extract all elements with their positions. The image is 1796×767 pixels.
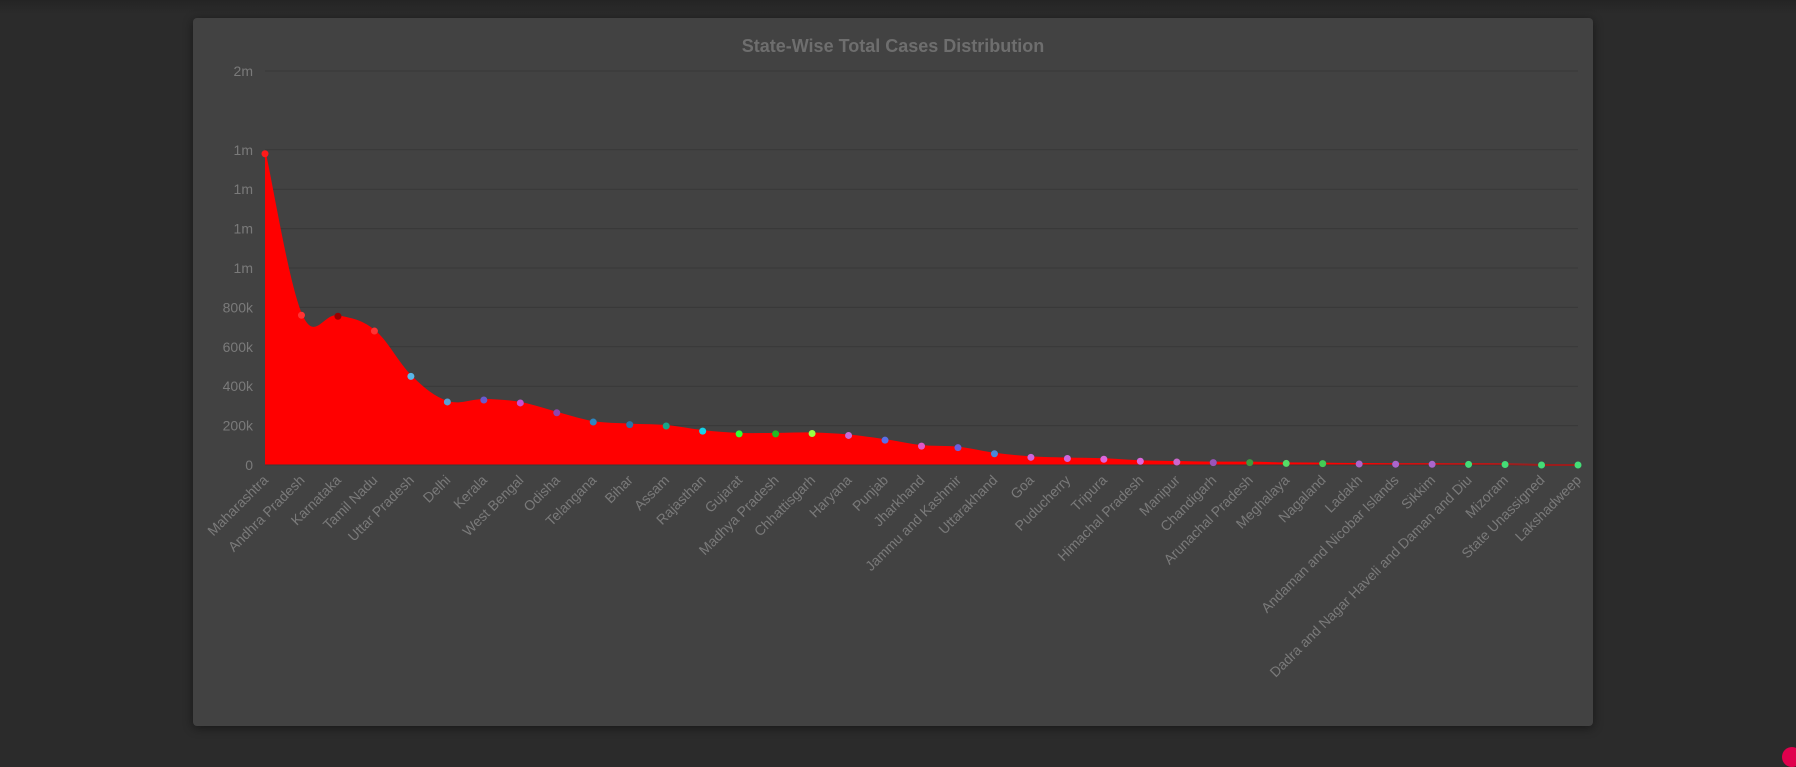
y-tick-label: 600k xyxy=(223,339,254,355)
data-point[interactable] xyxy=(662,422,670,430)
data-point[interactable] xyxy=(1392,460,1400,468)
data-point[interactable] xyxy=(918,442,925,450)
y-tick-label: 1m xyxy=(234,181,253,197)
data-point[interactable] xyxy=(990,450,998,458)
data-point[interactable] xyxy=(589,418,597,426)
data-point[interactable] xyxy=(1136,457,1144,465)
data-point[interactable] xyxy=(443,398,451,406)
chart-card: State-Wise Total Cases Distribution 0 200… xyxy=(193,18,1593,726)
x-tick-label: Delhi xyxy=(420,472,454,506)
series-area xyxy=(265,153,1578,466)
data-point[interactable] xyxy=(954,444,962,452)
data-point[interactable] xyxy=(699,427,707,435)
data-point[interactable] xyxy=(1173,458,1181,466)
data-point[interactable] xyxy=(480,396,488,404)
data-point[interactable] xyxy=(553,409,561,417)
data-point[interactable] xyxy=(735,430,743,438)
corner-indicator xyxy=(1782,747,1796,767)
y-tick-label: 200k xyxy=(223,418,254,434)
y-tick-label: 1m xyxy=(234,260,253,276)
x-tick-label: Goa xyxy=(1007,472,1037,502)
top-bar xyxy=(0,0,1796,14)
data-point[interactable] xyxy=(1355,460,1363,468)
data-point[interactable] xyxy=(1465,460,1473,468)
y-tick-label: 800k xyxy=(223,299,254,315)
data-point[interactable] xyxy=(772,430,780,438)
area-chart: 0200k400k600k800k1m1m1m1m2mMaharashtraAn… xyxy=(204,63,1584,680)
data-point[interactable] xyxy=(845,431,853,439)
data-point[interactable] xyxy=(1063,454,1071,462)
chart-title: State-Wise Total Cases Distribution xyxy=(741,36,1045,56)
data-point[interactable] xyxy=(1100,455,1108,463)
data-point[interactable] xyxy=(1428,460,1436,468)
y-tick-label: 1m xyxy=(234,142,253,158)
data-point[interactable] xyxy=(1027,453,1035,461)
data-point[interactable] xyxy=(516,399,524,407)
data-point[interactable] xyxy=(1246,459,1254,467)
data-point[interactable] xyxy=(808,429,816,437)
y-tick-label: 400k xyxy=(223,378,254,394)
data-point[interactable] xyxy=(407,372,415,380)
data-point[interactable] xyxy=(1501,461,1509,469)
data-point[interactable] xyxy=(261,150,269,158)
data-point[interactable] xyxy=(1282,459,1290,467)
y-tick-label: 1m xyxy=(234,221,253,237)
data-point[interactable] xyxy=(334,312,342,320)
y-tick-label: 0 xyxy=(245,457,253,473)
data-point[interactable] xyxy=(297,311,305,319)
data-point[interactable] xyxy=(881,436,889,444)
data-point[interactable] xyxy=(1538,461,1546,469)
data-point[interactable] xyxy=(370,327,378,335)
y-tick-label: 2m xyxy=(234,63,253,79)
data-point[interactable] xyxy=(1574,461,1582,469)
data-point[interactable] xyxy=(1209,459,1217,467)
data-point[interactable] xyxy=(1319,460,1327,468)
data-point[interactable] xyxy=(626,421,634,429)
